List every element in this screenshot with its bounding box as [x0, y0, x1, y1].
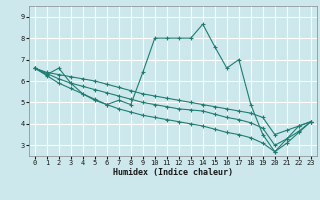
X-axis label: Humidex (Indice chaleur): Humidex (Indice chaleur) — [113, 168, 233, 177]
